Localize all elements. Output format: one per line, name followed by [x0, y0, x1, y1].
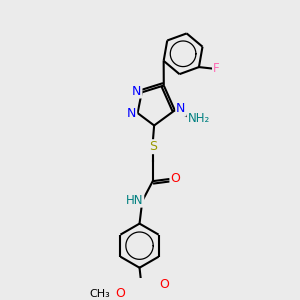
Text: O: O [159, 278, 169, 291]
Text: N: N [132, 85, 142, 98]
Text: N: N [176, 102, 186, 116]
Text: O: O [170, 172, 180, 185]
Text: HN: HN [126, 194, 143, 207]
Text: NH₂: NH₂ [188, 112, 210, 125]
Text: O: O [115, 286, 125, 300]
Text: S: S [149, 140, 157, 153]
Text: F: F [213, 62, 220, 75]
Text: CH₃: CH₃ [89, 289, 110, 299]
Text: N: N [127, 106, 136, 120]
